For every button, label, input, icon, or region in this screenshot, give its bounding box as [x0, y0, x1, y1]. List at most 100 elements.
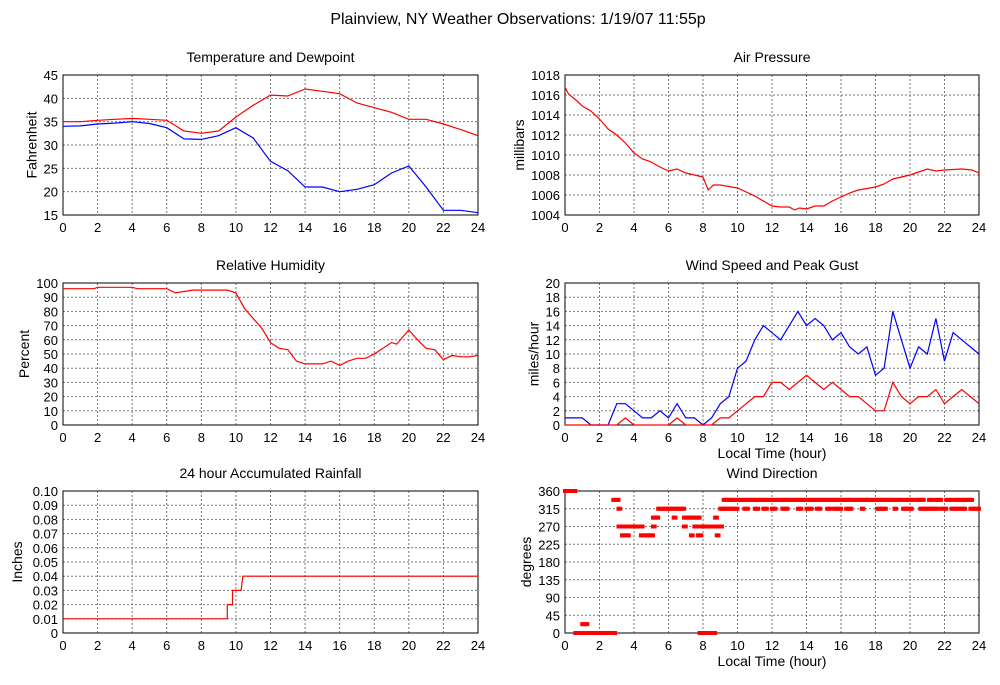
- x-tick-label: 14: [799, 638, 813, 653]
- wind-direction-point: [839, 506, 843, 511]
- wind-direction-point: [713, 631, 718, 635]
- y-tick-label: 30: [44, 138, 58, 153]
- panel-title: Relative Humidity: [216, 257, 325, 273]
- y-tick-label: 40: [44, 91, 58, 106]
- x-tick-label: 6: [665, 220, 672, 235]
- x-tick-label: 8: [699, 220, 706, 235]
- x-tick-label: 0: [561, 638, 568, 653]
- wind-direction-point: [613, 631, 618, 635]
- plot-frame: [62, 490, 479, 634]
- wind-direction-point: [716, 533, 721, 538]
- x-tick-label: 20: [402, 430, 416, 445]
- y-tick-label: 0.05: [33, 555, 58, 570]
- y-tick-label: 0.06: [33, 541, 58, 556]
- wind-direction-point: [682, 506, 687, 511]
- wind-direction-point: [673, 515, 678, 520]
- y-tick-label: 60: [44, 333, 58, 348]
- x-tick-label: 22: [937, 220, 951, 235]
- y-tick-label: 1006: [531, 188, 560, 203]
- wind-direction-point: [849, 506, 854, 511]
- wind-direction-point: [699, 533, 704, 538]
- x-tick-label: 18: [868, 220, 882, 235]
- y-tick-label: 2: [553, 404, 560, 419]
- y-tick-label: 35: [44, 115, 58, 130]
- x-tick-label: 4: [129, 220, 136, 235]
- x-tick-label: 4: [630, 430, 637, 445]
- x-tick-label: 18: [868, 638, 882, 653]
- x-tick-label: 4: [129, 430, 136, 445]
- y-tick-label: 90: [546, 591, 560, 606]
- x-tick-label: 18: [367, 430, 381, 445]
- wind-direction-point: [580, 631, 585, 635]
- x-tick-label: 12: [765, 220, 779, 235]
- x-tick-label: 16: [834, 638, 848, 653]
- x-tick-label: 6: [163, 430, 170, 445]
- wind-direction-point: [977, 506, 981, 511]
- x-tick-label: 16: [834, 430, 848, 445]
- main-title: Plainview, NY Weather Observations: 1/19…: [330, 11, 705, 28]
- wind-direction-point: [828, 506, 833, 511]
- wind-direction-point: [935, 506, 940, 511]
- series-rainfall: [63, 575, 478, 620]
- wind-direction-point: [921, 497, 926, 502]
- wind-direction-point: [944, 506, 949, 511]
- wind-direction-point: [963, 506, 968, 511]
- wind-direction-point: [616, 497, 621, 502]
- x-tick-label: 10: [229, 220, 243, 235]
- x-tick-label: 14: [298, 430, 312, 445]
- y-tick-label: 20: [44, 390, 58, 405]
- series-wind-speed: [565, 374, 980, 426]
- wind-direction-point: [799, 506, 804, 511]
- x-tick-label: 20: [402, 638, 416, 653]
- x-tick-label: 8: [699, 638, 706, 653]
- y-tick-label: 135: [538, 573, 560, 588]
- plot-frame: [62, 74, 479, 216]
- x-tick-label: 12: [263, 430, 277, 445]
- x-tick-label: 6: [665, 430, 672, 445]
- y-axis-label: degrees: [518, 537, 534, 588]
- y-tick-label: 100: [36, 276, 58, 291]
- wind-direction-point: [697, 515, 702, 520]
- x-tick-label: 24: [471, 430, 485, 445]
- y-tick-label: 0.04: [33, 569, 58, 584]
- x-tick-label: 20: [903, 430, 917, 445]
- y-tick-label: 25: [44, 161, 58, 176]
- wind-direction-point: [909, 506, 914, 511]
- y-tick-label: 20: [44, 185, 58, 200]
- wind-direction-point: [949, 497, 954, 502]
- series-temperature: [63, 88, 479, 137]
- x-tick-label: 10: [730, 638, 744, 653]
- y-tick-label: 10: [546, 347, 560, 362]
- y-tick-label: 225: [538, 537, 560, 552]
- x-tick-label: 0: [59, 220, 66, 235]
- y-tick-label: 1004: [531, 208, 560, 223]
- wind-direction-point: [618, 506, 623, 511]
- x-tick-label: 14: [298, 638, 312, 653]
- wind-direction-point: [697, 524, 702, 529]
- y-tick-label: 1016: [531, 88, 560, 103]
- x-tick-label: 20: [402, 220, 416, 235]
- wind-direction-point: [683, 524, 688, 529]
- y-axis-label: miles/hour: [525, 321, 541, 386]
- y-tick-label: 1008: [531, 168, 560, 183]
- y-tick-label: 0.03: [33, 583, 58, 598]
- x-tick-label: 24: [972, 638, 986, 653]
- y-tick-label: 0.07: [33, 527, 58, 542]
- x-tick-label: 10: [229, 430, 243, 445]
- x-tick-label: 6: [665, 638, 672, 653]
- x-tick-label: 4: [630, 220, 637, 235]
- wind-direction-point: [656, 515, 661, 520]
- x-tick-label: 22: [937, 638, 951, 653]
- wind-direction-point: [650, 533, 655, 538]
- panel-title: Wind Direction: [726, 465, 817, 481]
- x-tick-label: 0: [59, 638, 66, 653]
- x-tick-label: 10: [730, 430, 744, 445]
- y-axis-label: Fahrenheit: [23, 111, 39, 178]
- x-tick-label: 22: [436, 638, 450, 653]
- y-tick-label: 10: [44, 404, 58, 419]
- y-tick-label: 4: [553, 390, 560, 405]
